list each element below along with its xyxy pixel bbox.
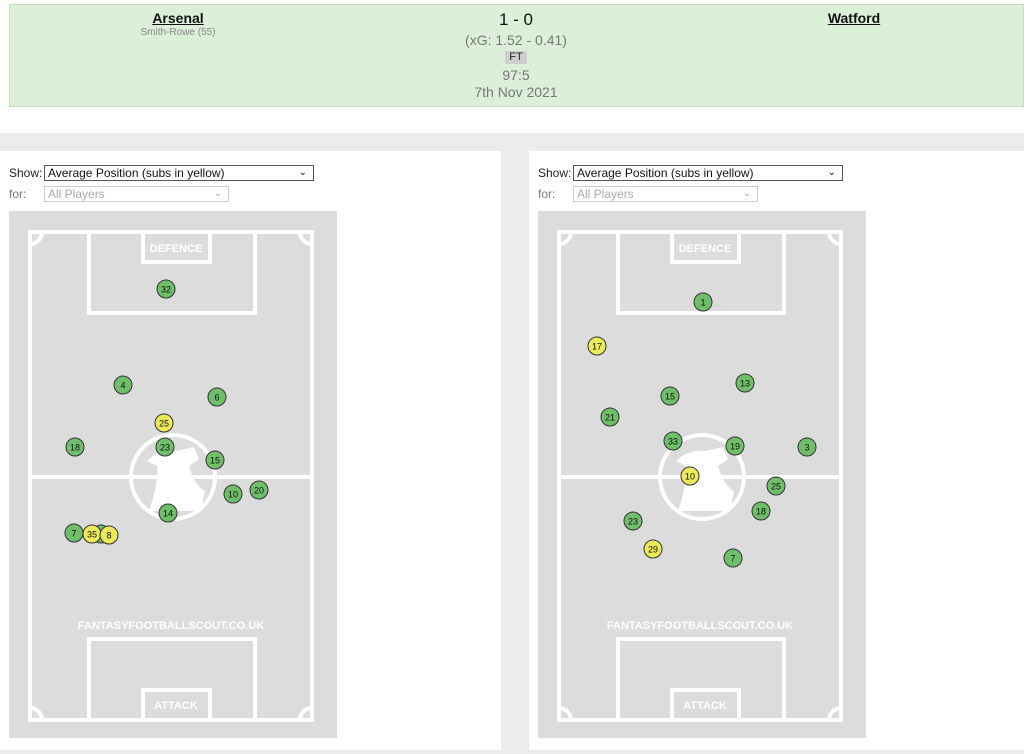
player-number: 1 xyxy=(700,298,705,308)
pitch-line xyxy=(141,688,212,722)
player-marker[interactable] xyxy=(154,413,174,433)
show-select[interactable]: Average Position (subs in yellow) ⌄ xyxy=(44,165,314,181)
player-number: 13 xyxy=(740,379,750,389)
for-value: All Players xyxy=(48,187,105,201)
player-number: 15 xyxy=(665,392,675,402)
player-number: 3 xyxy=(804,443,809,453)
player-number: 7 xyxy=(730,554,735,564)
player-number: 32 xyxy=(161,285,171,295)
player-number: 10 xyxy=(685,472,695,482)
match-time: 97:5 xyxy=(502,67,530,83)
caret: ⌄ xyxy=(827,167,836,178)
separator xyxy=(0,133,1024,151)
xg: (xG: 1.52 - 0.41) xyxy=(465,32,567,48)
show-select[interactable]: Average Position (subs in yellow) ⌄ xyxy=(573,165,843,181)
player-number: 35 xyxy=(87,530,97,540)
caret: ⌄ xyxy=(213,188,222,199)
player-marker[interactable] xyxy=(99,525,119,545)
player-number: 8 xyxy=(106,531,111,541)
player-number: 21 xyxy=(605,413,615,423)
player-number: 29 xyxy=(648,545,658,555)
show-label: Show: xyxy=(9,166,43,180)
show-value: Average Position (subs in yellow) xyxy=(577,166,754,180)
home-scorers: Smith-Rowe (55) xyxy=(140,27,216,38)
player-number: 18 xyxy=(70,443,80,453)
player-marker[interactable] xyxy=(600,407,620,427)
pitch: DEFENCE ATTACK FANTASYFOOTBALLSCOUT.CO.UK 3… xyxy=(9,211,337,738)
player-marker[interactable] xyxy=(797,437,817,457)
score: 1 - 0 xyxy=(498,10,534,29)
player-marker[interactable] xyxy=(249,480,269,500)
player-number: 33 xyxy=(668,437,678,447)
player-number: 25 xyxy=(159,419,169,429)
player-marker[interactable] xyxy=(766,476,786,496)
player-marker[interactable] xyxy=(207,387,227,407)
defence-label: DEFENCE xyxy=(150,243,203,255)
player-number: 19 xyxy=(730,442,740,452)
player-marker[interactable] xyxy=(623,511,643,531)
player-number: 20 xyxy=(254,486,264,496)
player-marker[interactable] xyxy=(680,466,700,486)
pitch-line xyxy=(670,230,741,264)
player-marker[interactable] xyxy=(735,373,755,393)
player-marker[interactable] xyxy=(663,431,683,451)
player-marker[interactable] xyxy=(65,437,85,457)
player-number: 10 xyxy=(228,490,238,500)
watermark: FANTASYFOOTBALLSCOUT.CO.UK xyxy=(607,620,793,632)
player-number: 23 xyxy=(160,443,170,453)
for-label: for: xyxy=(9,187,27,201)
defence-label: DEFENCE xyxy=(679,243,732,255)
player-marker[interactable] xyxy=(156,279,176,299)
player-marker[interactable] xyxy=(693,292,713,312)
watermark: FANTASYFOOTBALLSCOUT.CO.UK xyxy=(78,620,264,632)
caret: ⌄ xyxy=(742,188,751,199)
player-number: 7 xyxy=(71,529,76,539)
player-marker[interactable] xyxy=(158,503,178,523)
pitch-line xyxy=(670,688,741,722)
player-marker[interactable] xyxy=(643,539,663,559)
player-marker[interactable] xyxy=(751,501,771,521)
player-marker[interactable] xyxy=(660,386,680,406)
home-team[interactable]: Arsenal xyxy=(152,10,204,26)
player-marker[interactable] xyxy=(155,437,175,457)
player-number: 17 xyxy=(592,342,602,352)
player-marker[interactable] xyxy=(587,336,607,356)
player-number: 14 xyxy=(163,509,173,519)
pitch-line xyxy=(558,231,842,721)
pitch: DEFENCE ATTACK FANTASYFOOTBALLSCOUT.CO.UK 1… xyxy=(538,211,866,738)
player-number: 23 xyxy=(628,517,638,527)
silhouette xyxy=(676,447,734,511)
gutter xyxy=(501,151,529,754)
player-marker[interactable] xyxy=(113,375,133,395)
player-number: 6 xyxy=(214,393,219,403)
caret: ⌄ xyxy=(298,167,307,178)
player-marker[interactable] xyxy=(723,548,743,568)
player-marker[interactable] xyxy=(223,484,243,504)
status: FT xyxy=(505,51,527,64)
silhouette xyxy=(147,447,205,511)
pitch-line xyxy=(29,231,313,721)
player-number: 4 xyxy=(120,381,125,391)
attack-label: ATTACK xyxy=(683,700,727,712)
away-team[interactable]: Watford xyxy=(827,10,881,26)
show-label: Show: xyxy=(538,166,572,180)
show-value: Average Position (subs in yellow) xyxy=(48,166,225,180)
player-marker[interactable] xyxy=(725,436,745,456)
pitch-line xyxy=(141,230,212,264)
bottom-band xyxy=(0,750,1024,754)
for-label: for: xyxy=(538,187,556,201)
match-date: 7th Nov 2021 xyxy=(474,84,558,100)
for-select[interactable]: All Players ⌄ xyxy=(44,186,229,202)
pitch-line xyxy=(658,433,746,521)
player-number: 15 xyxy=(210,456,220,466)
player-marker[interactable] xyxy=(205,450,225,470)
for-select[interactable]: All Players ⌄ xyxy=(573,186,758,202)
for-value: All Players xyxy=(577,187,634,201)
attack-label: ATTACK xyxy=(154,700,198,712)
player-number: 25 xyxy=(771,482,781,492)
player-number: 18 xyxy=(756,507,766,517)
